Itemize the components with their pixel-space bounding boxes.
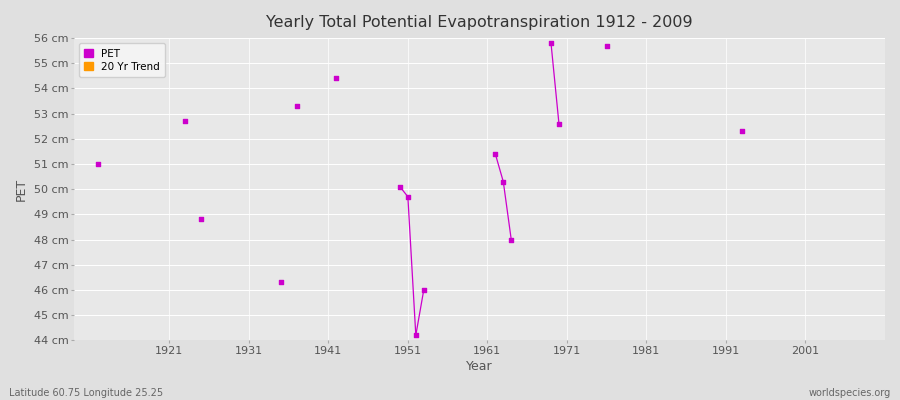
Point: [289, 103, 303, 109]
Point: [392, 184, 407, 190]
Point: [417, 287, 431, 293]
Point: [504, 236, 518, 243]
Point: [178, 118, 193, 124]
Point: [552, 120, 566, 127]
Point: [734, 128, 749, 134]
Title: Yearly Total Potential Evapotranspiration 1912 - 2009: Yearly Total Potential Evapotranspiratio…: [266, 15, 693, 30]
Point: [409, 332, 423, 338]
Text: Latitude 60.75 Longitude 25.25: Latitude 60.75 Longitude 25.25: [9, 388, 163, 398]
Point: [274, 279, 288, 286]
Point: [400, 194, 415, 200]
Y-axis label: PET: PET: [15, 178, 28, 201]
Point: [194, 216, 208, 223]
Point: [91, 161, 105, 167]
Point: [329, 75, 344, 82]
Point: [599, 42, 614, 49]
X-axis label: Year: Year: [466, 360, 492, 373]
Legend: PET, 20 Yr Trend: PET, 20 Yr Trend: [79, 43, 165, 77]
Point: [496, 178, 510, 185]
Point: [544, 40, 558, 46]
Text: worldspecies.org: worldspecies.org: [809, 388, 891, 398]
Point: [488, 151, 502, 157]
